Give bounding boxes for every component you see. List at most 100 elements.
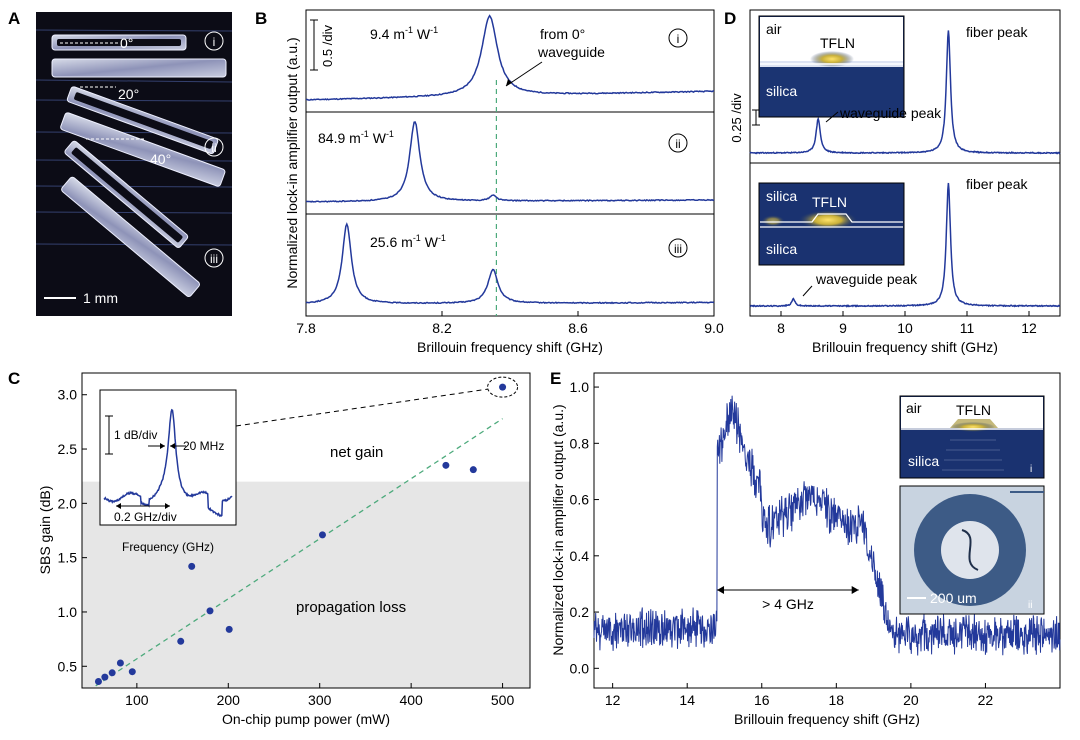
e-ytick-label: 0.4: [570, 548, 590, 564]
panel-d-xlabel: Brillouin frequency shift (GHz): [812, 339, 998, 355]
fiber-peak-label-bottom: fiber peak: [966, 176, 1028, 192]
waveguide-bar-40b: [61, 176, 200, 298]
panel-b-series-i: [305, 14, 715, 101]
panel-c-points: [94, 383, 507, 685]
d-xtick-label: 8: [777, 320, 785, 336]
gain-label-ii: 84.9 m-1 W-1: [318, 129, 394, 146]
data-point: [188, 562, 196, 570]
panel-d-label: D: [724, 9, 736, 28]
bandwidth-label: > 4 GHz: [762, 596, 814, 612]
data-point: [116, 659, 124, 667]
panel-b-marker-i: i: [677, 32, 680, 46]
panel-d-scale-label: 0.25 /div: [729, 93, 744, 143]
d-xtick-label: 10: [897, 320, 913, 336]
c-xtick-label: 500: [491, 692, 515, 708]
data-point: [318, 531, 326, 539]
c-ytick-label: 2.5: [58, 441, 78, 457]
c-ytick-label: 2.0: [58, 495, 78, 511]
c-ytick-label: 1.0: [58, 604, 78, 620]
propagation-loss-label: propagation loss: [296, 599, 406, 616]
c-xtick-label: 300: [308, 692, 332, 708]
arrow-label-line1: from 0°: [540, 26, 585, 42]
b-xtick-label: 9.0: [704, 320, 724, 336]
e-ytick-label: 0.2: [570, 604, 590, 620]
inset-link-line: [235, 388, 488, 427]
b-xtick-label: 7.8: [296, 320, 316, 336]
e-xtick-label: 20: [903, 692, 919, 708]
gain-label-iii: 25.6 m-1 W-1: [370, 233, 446, 250]
inset-top-air: air: [766, 21, 782, 37]
panel-e-inset-i: air TFLN silica i: [899, 395, 1045, 479]
panel-c-frame: [81, 372, 531, 689]
arrow-head: [506, 79, 512, 86]
panel-b-series-ii: [305, 121, 715, 203]
e-xtick-label: 12: [605, 692, 621, 708]
e-ytick-label: 0.6: [570, 492, 590, 508]
arrow-line: [505, 61, 543, 87]
gain-label-i: 9.4 m-1 W-1: [370, 25, 438, 42]
panel-a-label: A: [8, 9, 20, 28]
d-xtick-label: 11: [960, 320, 975, 336]
marker-iii: iii: [210, 252, 218, 266]
marker-ii: ii: [211, 141, 216, 155]
angle-0-label: 0°: [120, 35, 133, 51]
data-point: [499, 383, 507, 391]
panel-c-ylabel: SBS gain (dB): [37, 486, 53, 575]
waveguide-peak-label-top: waveguide peak: [839, 105, 942, 121]
panel-c-xlabel: On-chip pump power (mW): [222, 711, 390, 727]
panel-e-frame: [593, 372, 1061, 689]
d-xtick-label: 9: [839, 320, 847, 336]
e-ytick-label: 0.0: [570, 660, 590, 676]
data-point: [177, 637, 185, 645]
c-xtick-label: 400: [399, 692, 423, 708]
waveguide-bar-20b: [60, 112, 226, 187]
d-xtick-label: 12: [1021, 320, 1037, 336]
panel-b-scale: [310, 19, 318, 71]
inset-width: 20 MHz: [183, 439, 224, 453]
panel-b-xlabel: Brillouin frequency shift (GHz): [417, 339, 603, 355]
panel-c-inset: 1 dB/div 20 MHz 0.2 GHz/div Frequency (G…: [99, 389, 237, 554]
panel-b-marker-iii: iii: [674, 242, 682, 256]
panel-d-inset-top: air TFLN silica: [758, 15, 905, 118]
data-point: [108, 669, 116, 677]
panel-b-xticks: 7.8 8.2 8.6 9.0: [296, 311, 724, 336]
inset-scale-y: 1 dB/div: [114, 428, 157, 442]
e-xtick-label: 18: [829, 692, 845, 708]
inset-bottom-tfln: TFLN: [812, 194, 847, 210]
net-gain-label: net gain: [330, 444, 383, 461]
panel-d-inset-bottom: silica TFLN silica: [758, 182, 905, 266]
panel-e-ylabel: Normalized lock-in amplifier output (a.u…: [550, 404, 566, 655]
inset-scale-x: 0.2 GHz/div: [114, 510, 177, 524]
arrow-label-line2: waveguide: [537, 44, 605, 60]
panel-b-series-iii: [305, 222, 715, 305]
panel-e-label: E: [550, 369, 561, 388]
panel-b-scale-label: 0.5 /div: [320, 25, 335, 67]
inset-e-tfln: TFLN: [956, 402, 991, 418]
waveguide-peak-arrow-bottom: [802, 285, 813, 297]
panel-d-xticks: 8 9 10 11 12: [777, 311, 1037, 336]
inset-top-tfln: TFLN: [820, 35, 855, 51]
panel-e-xlabel: Brillouin frequency shift (GHz): [734, 711, 920, 727]
inset-e-scalebar: 200 um: [930, 590, 977, 606]
inset-e-marker-ii: ii: [1028, 600, 1032, 611]
inset-e-marker-i: i: [1030, 464, 1032, 475]
inset-e-silica: silica: [908, 453, 939, 469]
panel-b-frame: [305, 9, 715, 317]
inset-top-silica: silica: [766, 83, 797, 99]
data-point: [442, 461, 450, 469]
panel-c-ticks: 100 200 300 400 500 0.5 1.0 1.5 2.0 2.5 3.0: [58, 387, 515, 708]
data-point: [225, 625, 233, 633]
panel-a-markers: [204, 31, 224, 268]
inner-slots: [57, 39, 213, 243]
angle-20-label: 20°: [118, 86, 139, 102]
data-point: [94, 677, 102, 685]
panel-b-label: B: [255, 9, 267, 28]
b-xtick-label: 8.2: [432, 320, 452, 336]
highlight-circle: [487, 376, 519, 398]
panel-c-label: C: [8, 369, 20, 388]
scalebar-label: 1 mm: [83, 290, 118, 306]
panel-e-series: [593, 395, 1061, 656]
data-point: [206, 607, 214, 615]
e-xtick-label: 22: [978, 692, 994, 708]
